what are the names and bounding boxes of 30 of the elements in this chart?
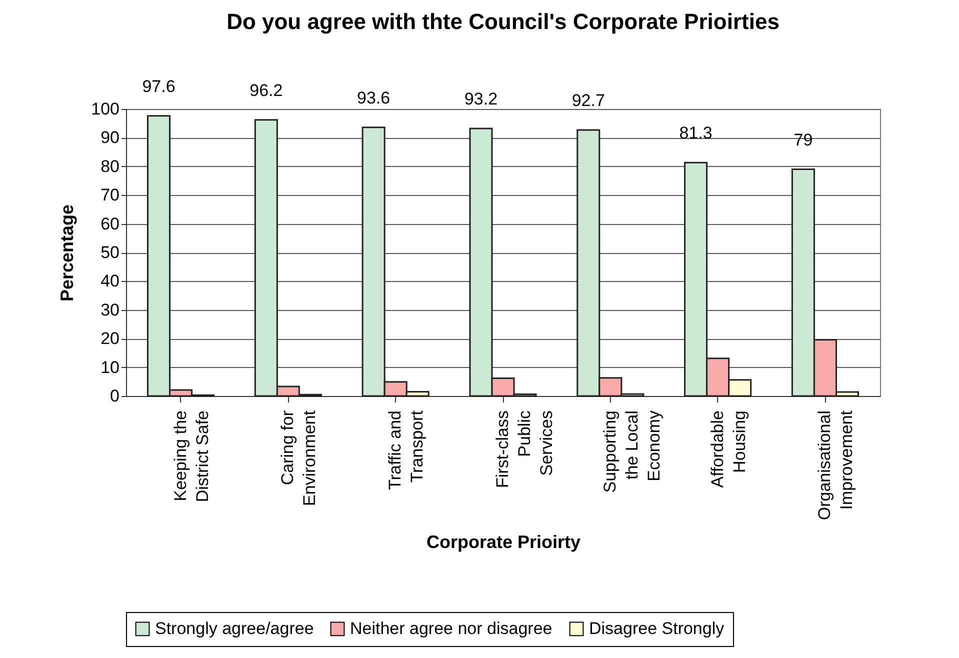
y-tick-label: 0 — [110, 386, 120, 406]
data-label: 93.2 — [464, 90, 498, 109]
y-tick-label: 50 — [100, 243, 120, 262]
data-label: 93.6 — [357, 88, 390, 108]
y-tick-label: 30 — [100, 300, 120, 320]
legend-label: Disagree Strongly — [589, 618, 725, 638]
y-tick-label: 20 — [100, 329, 120, 348]
data-label: 92.7 — [572, 90, 605, 110]
x-tick-label: Supporting the Local Economy — [600, 410, 664, 493]
data-label: 81.3 — [679, 124, 712, 143]
x-tick-label: Affordable Housing — [708, 410, 749, 488]
y-tick-label: 70 — [100, 186, 120, 205]
y-tick-label: 40 — [100, 272, 120, 291]
x-tick-label: Traffic and Transport — [386, 410, 427, 490]
x-tick-label: Organisational Improvement — [815, 410, 856, 520]
x-axis-title: Corporate Prioirty — [426, 532, 581, 552]
legend-label: Neither agree nor disagree — [350, 618, 552, 638]
data-label: 97.6 — [142, 76, 176, 96]
y-tick-label: 100 — [91, 100, 120, 118]
data-label: 96.2 — [250, 80, 283, 100]
legend-label: Strongly agree/agree — [155, 618, 314, 638]
x-tick-label: Caring for Environment — [278, 410, 320, 506]
y-tick-label: 80 — [100, 156, 120, 176]
y-axis-title: Percentage — [57, 204, 78, 302]
y-tick-label: 90 — [100, 128, 120, 148]
x-tick-label: Keeping the District Safe — [170, 410, 212, 502]
y-tick-label: 60 — [100, 214, 120, 234]
chart-title: Do you agree with thte Council's Corporate Prioirties — [226, 8, 780, 34]
x-tick-label: First-class Public Services — [493, 410, 556, 488]
y-tick-label: 10 — [100, 358, 120, 377]
